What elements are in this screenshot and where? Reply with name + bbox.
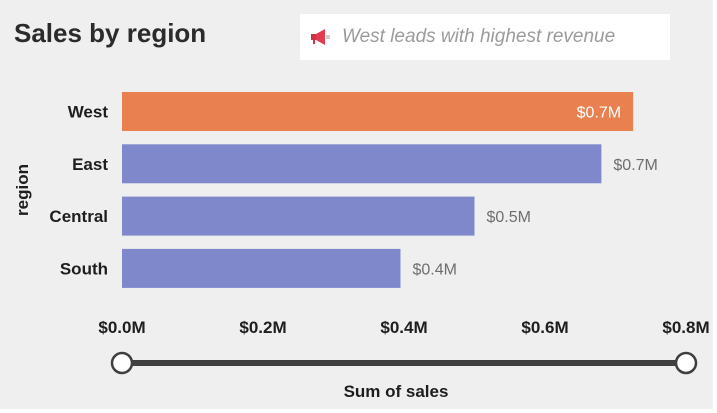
range-slider[interactable] xyxy=(110,351,698,375)
x-tick-label: $0.2M xyxy=(239,318,286,337)
insight-callout: West leads with highest revenue xyxy=(300,14,670,60)
slider-handle-max[interactable] xyxy=(674,351,698,375)
x-axis-title: Sum of sales xyxy=(344,382,449,401)
bar[interactable] xyxy=(122,92,634,131)
x-tick-label: $0.6M xyxy=(521,318,568,337)
data-label: $0.5M xyxy=(487,209,531,226)
category-label: Central xyxy=(49,207,108,226)
callout-text: West leads with highest revenue xyxy=(342,26,616,47)
slider-handle-min[interactable] xyxy=(110,351,134,375)
megaphone-icon xyxy=(310,28,332,46)
data-label: $0.7M xyxy=(577,105,621,122)
x-tick-label: $0.8M xyxy=(662,318,709,337)
category-label: East xyxy=(72,155,108,174)
category-label: South xyxy=(60,259,108,278)
x-tick-label: $0.4M xyxy=(380,318,427,337)
data-label: $0.7M xyxy=(613,157,657,174)
bar[interactable] xyxy=(122,196,475,236)
category-label: West xyxy=(68,103,109,122)
bar[interactable] xyxy=(122,248,401,288)
x-tick-label: $0.0M xyxy=(98,318,145,337)
bar[interactable] xyxy=(122,144,602,184)
chart-title: Sales by region xyxy=(14,18,207,48)
data-label: $0.4M xyxy=(412,261,456,278)
y-axis-title: region xyxy=(13,164,32,216)
